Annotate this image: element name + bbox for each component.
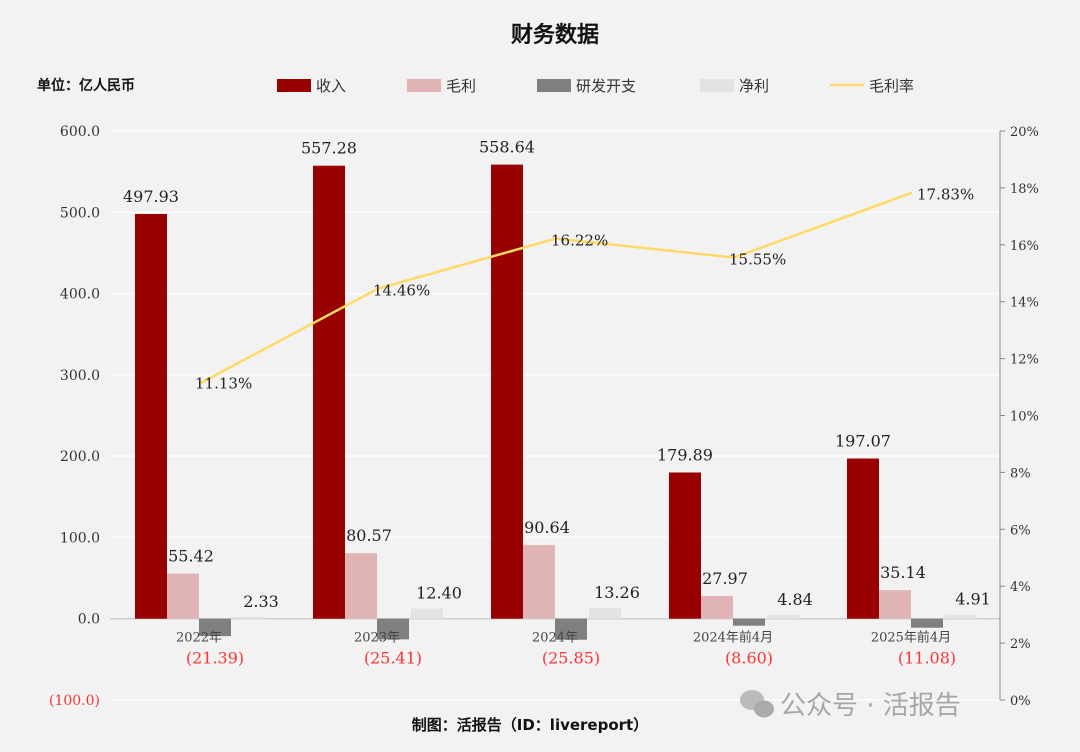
revenue-bar — [847, 458, 879, 619]
gridlines — [110, 130, 1000, 701]
axes: (100.0) 0.0 100.0 200.0 300.0 400.0 500.0 600.0… — [49, 124, 1039, 709]
rnd-expense-bar — [911, 618, 943, 628]
legend-label: 收入 — [316, 77, 346, 95]
category-label: 2023年 — [354, 631, 400, 646]
rnd-expense-bar — [733, 618, 765, 626]
gross-margin-line — [199, 191, 913, 385]
gross-profit-label: 90.64 — [524, 518, 570, 537]
rnd-expense-label: (8.60) — [725, 649, 773, 668]
gross-margin-label: 17.83% — [917, 186, 974, 204]
revenue-label: 497.93 — [123, 187, 179, 206]
gross-profit-label: 80.57 — [346, 526, 392, 545]
legend-item: 收入 — [277, 77, 346, 95]
net-profit-bar — [233, 616, 265, 619]
wechat-icon — [740, 690, 774, 718]
rnd-expense-label: (11.08) — [898, 649, 956, 668]
revenue-label: 197.07 — [835, 432, 891, 451]
chart-title: 财务数据 — [511, 22, 599, 48]
net-profit-label: 2.33 — [243, 592, 279, 611]
legend-item: 毛利 — [407, 77, 476, 95]
rnd-expense-bar — [199, 618, 231, 637]
right-tick-label: 6% — [1010, 523, 1031, 538]
source-label: 制图：活报告（ID：livereport） — [412, 716, 648, 734]
gross-margin-label: 11.13% — [195, 374, 252, 392]
left-tick-label: 400.0 — [60, 287, 100, 303]
unit-label: 单位：亿人民币 — [37, 77, 135, 94]
rnd-expense-bar — [377, 618, 409, 640]
revenue-label: 179.89 — [657, 445, 713, 464]
gross-profit-bar — [523, 545, 555, 619]
gross-margin-label: 14.46% — [373, 282, 430, 300]
legend-label: 研发开支 — [576, 77, 636, 95]
gross-profit-bar — [701, 595, 733, 619]
gross-profit-label: 35.14 — [880, 563, 926, 582]
gross-margin-label: 15.55% — [729, 251, 786, 269]
right-tick-label: 8% — [1010, 466, 1031, 481]
right-tick-label: 20% — [1010, 125, 1039, 140]
right-tick-label: 16% — [1010, 239, 1039, 254]
margin-line: 11.13% 14.46% 16.22% 15.55% 17.83% — [195, 186, 974, 393]
net-profit-label: 4.84 — [777, 590, 813, 609]
category-label: 2025年前4月 — [871, 630, 951, 646]
right-tick-label: 2% — [1010, 637, 1031, 652]
gross-profit-label: 27.97 — [702, 569, 748, 588]
left-tick-label: 600.0 — [60, 124, 100, 140]
net-profit-bar — [589, 607, 621, 619]
net-profit-bar — [411, 608, 443, 619]
rnd-expense-label: (25.41) — [364, 649, 422, 668]
gross-profit-bar — [879, 590, 911, 619]
legend-item: 毛利率 — [830, 77, 914, 95]
revenue-bar — [313, 165, 345, 619]
legend-swatch — [277, 79, 311, 92]
left-tick-label: 100.0 — [60, 530, 100, 546]
watermark-text: 公众号 · 活报告 — [780, 691, 961, 721]
left-tick-label: 200.0 — [60, 449, 100, 465]
left-tick-label: 500.0 — [60, 205, 100, 221]
bars: 2022年 497.93 55.42 (21.39) 2.33 2023年 557.28 80… — [123, 138, 991, 668]
right-tick-label: 4% — [1010, 580, 1031, 595]
net-profit-label: 13.26 — [594, 583, 640, 602]
rnd-expense-label: (25.85) — [542, 649, 600, 668]
legend-label: 净利 — [739, 77, 769, 95]
legend-label: 毛利率 — [869, 77, 914, 95]
net-profit-bar — [767, 614, 799, 619]
right-tick-label: 0% — [1010, 694, 1031, 709]
gross-profit-bar — [167, 573, 199, 619]
left-tick-label: 0.0 — [78, 612, 100, 628]
revenue-label: 557.28 — [301, 139, 357, 158]
left-tick-label: (100.0) — [49, 693, 100, 709]
revenue-bar — [491, 164, 523, 619]
rnd-expense-bar — [555, 618, 587, 640]
net-profit-label: 4.91 — [955, 590, 991, 609]
legend: 收入 毛利 研发开支 净利 毛利率 — [277, 77, 914, 95]
right-tick-label: 10% — [1010, 410, 1039, 425]
net-profit-label: 12.40 — [416, 584, 462, 603]
legend-item: 净利 — [700, 77, 769, 95]
left-tick-label: 300.0 — [60, 368, 100, 384]
legend-swatch — [700, 79, 734, 92]
right-tick-label: 18% — [1010, 182, 1039, 197]
right-tick-label: 12% — [1010, 353, 1039, 368]
category-label: 2024年前4月 — [693, 630, 773, 646]
watermark: 公众号 · 活报告 — [740, 690, 961, 721]
category-label: 2024年 — [532, 631, 578, 646]
legend-item: 研发开支 — [537, 77, 636, 95]
revenue-bar — [135, 213, 167, 619]
rnd-expense-label: (21.39) — [186, 649, 244, 668]
gross-profit-bar — [345, 553, 377, 619]
right-tick-label: 14% — [1010, 296, 1039, 311]
gross-profit-label: 55.42 — [168, 547, 214, 566]
legend-label: 毛利 — [446, 77, 476, 95]
legend-swatch — [407, 79, 441, 92]
revenue-bar — [669, 472, 701, 619]
category-label: 2022年 — [176, 631, 222, 646]
gross-margin-label: 16.22% — [551, 232, 608, 250]
revenue-label: 558.64 — [479, 138, 535, 157]
legend-swatch — [537, 79, 571, 92]
net-profit-bar — [945, 614, 977, 619]
